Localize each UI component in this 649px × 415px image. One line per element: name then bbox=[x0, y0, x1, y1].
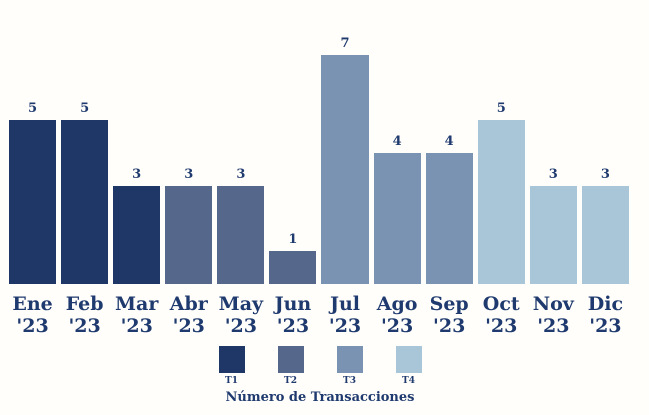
x-tick-month-label: Ago bbox=[376, 293, 418, 315]
legend-item-t3: T3 bbox=[336, 346, 363, 386]
x-tick-month-label: Feb bbox=[65, 293, 104, 315]
bar-column-jun: 1 bbox=[269, 232, 317, 284]
bar-column-sep: 4 bbox=[425, 134, 473, 284]
bar-feb bbox=[61, 120, 109, 284]
x-tick-sep: Sep '23 bbox=[426, 293, 473, 337]
x-tick-oct: Oct '23 bbox=[478, 293, 525, 337]
x-tick-month-label: Nov bbox=[532, 293, 574, 315]
bar-column-oct: 5 bbox=[477, 101, 525, 284]
x-tick-year-label: '23 bbox=[276, 315, 310, 337]
bar-value-label-jun: 1 bbox=[288, 232, 298, 247]
x-tick-month-label: May bbox=[218, 293, 264, 315]
bar-value-label-ago: 4 bbox=[392, 134, 402, 149]
bar-value-label-mar: 3 bbox=[132, 167, 142, 182]
x-tick-year-label: '23 bbox=[224, 315, 257, 337]
legend-label-t1: T1 bbox=[225, 376, 238, 386]
legend-label-t4: T4 bbox=[402, 376, 415, 386]
bar-column-jul: 7 bbox=[321, 36, 369, 284]
x-tick-ene: Ene '23 bbox=[9, 293, 56, 337]
bar-mar bbox=[113, 186, 161, 284]
bar-value-label-nov: 3 bbox=[548, 167, 558, 182]
x-tick-month-label: Ene bbox=[12, 293, 53, 315]
bar-value-label-ene: 5 bbox=[28, 101, 38, 116]
x-tick-month-label: Abr bbox=[169, 293, 208, 315]
bar-nov bbox=[529, 186, 577, 284]
bar-oct bbox=[477, 120, 525, 284]
bar-value-label-sep: 4 bbox=[444, 134, 454, 149]
x-tick-month-label: Dic bbox=[587, 293, 624, 315]
bar-abr bbox=[165, 186, 213, 284]
bar-ene bbox=[9, 120, 57, 284]
bar-column-dic: 3 bbox=[581, 167, 629, 284]
bar-sep bbox=[425, 153, 473, 284]
x-tick-year-label: '23 bbox=[380, 315, 414, 337]
bar-value-label-oct: 5 bbox=[496, 101, 506, 116]
x-tick-month-label: Sep bbox=[429, 293, 469, 315]
x-tick-ago: Ago '23 bbox=[374, 293, 421, 337]
bar-value-label-may: 3 bbox=[236, 167, 246, 182]
bar-value-label-jul: 7 bbox=[340, 36, 350, 51]
chart-caption: Número de Transacciones bbox=[225, 390, 415, 405]
bar-column-may: 3 bbox=[217, 167, 265, 284]
x-tick-abr: Abr '23 bbox=[165, 293, 212, 337]
legend-swatch-t3 bbox=[336, 346, 363, 373]
x-tick-mar: Mar '23 bbox=[113, 293, 160, 337]
bar-ago bbox=[373, 153, 421, 284]
x-tick-year-label: '23 bbox=[589, 315, 622, 337]
bar-jun bbox=[269, 251, 317, 284]
x-tick-month-label: Jul bbox=[329, 293, 361, 315]
bar-column-nov: 3 bbox=[529, 167, 577, 284]
legend-swatch-t2 bbox=[277, 346, 304, 373]
bar-value-label-feb: 5 bbox=[80, 101, 90, 116]
x-tick-year-label: '23 bbox=[16, 315, 49, 337]
x-tick-year-label: '23 bbox=[537, 315, 570, 337]
legend: T1 T2 T3 T4 bbox=[0, 346, 649, 386]
bar-value-label-dic: 3 bbox=[600, 167, 610, 182]
x-tick-nov: Nov '23 bbox=[530, 293, 577, 337]
bar-column-ago: 4 bbox=[373, 134, 421, 284]
bar-value-label-abr: 3 bbox=[184, 167, 194, 182]
legend-label-t2: T2 bbox=[284, 376, 297, 386]
bar-dic bbox=[581, 186, 629, 284]
x-tick-year-label: '23 bbox=[328, 315, 362, 337]
x-tick-year-label: '23 bbox=[120, 315, 153, 337]
legend-swatch-t1 bbox=[218, 346, 245, 373]
x-tick-month-label: Mar bbox=[115, 293, 159, 315]
x-tick-jun: Jun '23 bbox=[269, 293, 316, 337]
bar-may bbox=[217, 186, 265, 284]
x-axis: Ene '23 Feb '23 Mar '23 Abr '23 May '23 Jun '23 Jul '… bbox=[0, 293, 649, 337]
x-tick-year-label: '23 bbox=[68, 315, 101, 337]
legend-item-t2: T2 bbox=[277, 346, 304, 386]
bar-column-mar: 3 bbox=[113, 167, 161, 284]
bar-jul bbox=[321, 55, 369, 284]
legend-item-t1: T1 bbox=[218, 346, 245, 386]
x-tick-may: May '23 bbox=[217, 293, 264, 337]
bar-column-ene: 5 bbox=[9, 101, 57, 284]
x-tick-jul: Jul '23 bbox=[321, 293, 368, 337]
bar-column-feb: 5 bbox=[61, 101, 109, 284]
bar-column-abr: 3 bbox=[165, 167, 213, 284]
legend-label-t3: T3 bbox=[343, 376, 356, 386]
x-tick-month-label: Jun bbox=[274, 293, 312, 315]
plot-area: 5 5 3 3 3 1 7 4 4 5 3 3 bbox=[9, 36, 629, 284]
x-tick-year-label: '23 bbox=[172, 315, 205, 337]
legend-item-t4: T4 bbox=[395, 346, 422, 386]
x-tick-year-label: '23 bbox=[485, 315, 518, 337]
x-tick-year-label: '23 bbox=[433, 315, 466, 337]
legend-swatch-t4 bbox=[395, 346, 422, 373]
x-tick-feb: Feb '23 bbox=[61, 293, 108, 337]
x-tick-month-label: Oct bbox=[482, 293, 520, 315]
x-tick-dic: Dic '23 bbox=[582, 293, 629, 337]
